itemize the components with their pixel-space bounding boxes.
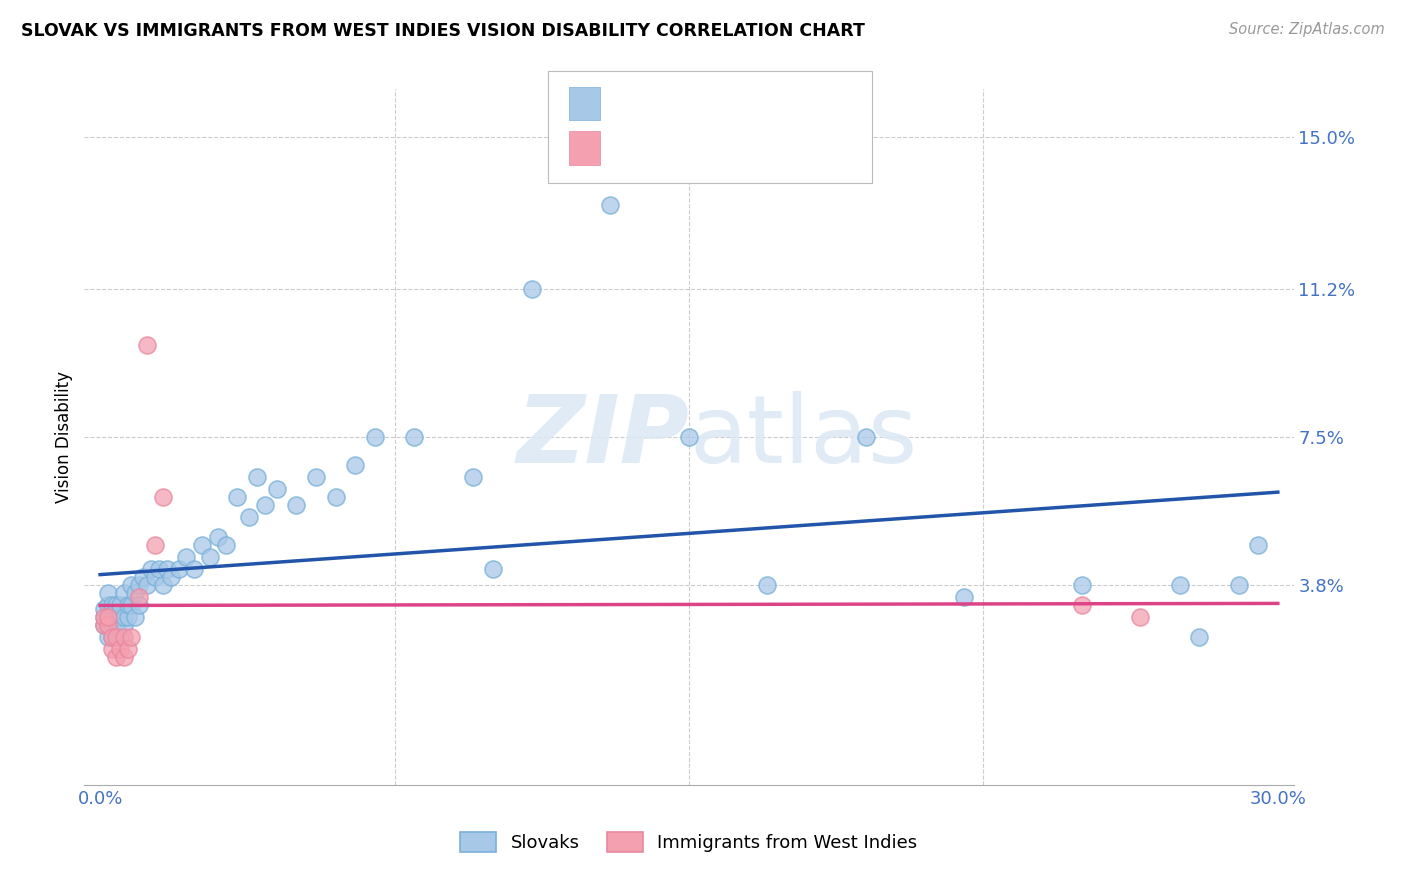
Point (101, 618, 124, 632)
Point (121, 598, 143, 612)
Point (143, 538, 166, 552)
Point (678, 430, 700, 444)
Point (136, 578, 159, 592)
Point (344, 458, 367, 472)
Point (117, 642, 139, 657)
Point (112, 610, 135, 624)
Point (1070, 578, 1092, 592)
Point (93, 618, 115, 632)
Point (128, 590, 150, 604)
Point (108, 642, 131, 657)
Point (520, 282, 543, 296)
Point (101, 610, 124, 624)
Point (93, 610, 115, 624)
Point (101, 642, 124, 657)
Point (305, 470, 328, 484)
Text: atlas: atlas (689, 391, 917, 483)
Point (97, 618, 120, 632)
Point (108, 610, 131, 624)
Point (121, 578, 143, 592)
Point (148, 562, 170, 576)
Point (104, 618, 127, 632)
Point (139, 562, 162, 576)
Point (128, 578, 150, 592)
Point (1227, 578, 1250, 592)
Point (191, 538, 214, 552)
Point (93, 610, 115, 624)
Point (1188, 630, 1211, 644)
Point (108, 598, 131, 612)
Point (152, 578, 174, 592)
Point (756, 578, 779, 592)
Point (136, 338, 159, 352)
Text: R =  0.238    N =  68: R = 0.238 N = 68 (612, 95, 799, 113)
Point (285, 498, 308, 512)
Point (246, 470, 269, 484)
Point (952, 590, 974, 604)
Point (97, 586, 120, 600)
Point (112, 586, 135, 600)
Point (156, 562, 179, 576)
Point (325, 490, 347, 504)
Point (104, 630, 127, 644)
Point (599, 198, 621, 212)
Legend: Slovaks, Immigrants from West Indies: Slovaks, Immigrants from West Indies (460, 831, 918, 853)
Text: Source: ZipAtlas.com: Source: ZipAtlas.com (1229, 22, 1385, 37)
Point (1247, 538, 1270, 552)
Point (198, 549, 221, 564)
Text: ZIP: ZIP (516, 391, 689, 483)
Point (855, 430, 877, 444)
Point (364, 430, 387, 444)
Point (101, 630, 124, 644)
Point (104, 598, 127, 612)
Point (93, 602, 115, 616)
Point (124, 610, 146, 624)
Point (117, 598, 139, 612)
Point (112, 650, 135, 665)
Point (97, 598, 120, 612)
Text: R =  0.177    N =  19: R = 0.177 N = 19 (612, 140, 800, 158)
Point (404, 430, 426, 444)
Point (97, 630, 120, 644)
Point (97, 610, 120, 624)
Point (112, 618, 135, 632)
Point (101, 630, 124, 644)
Point (132, 570, 155, 584)
Point (97, 618, 120, 632)
Point (128, 598, 150, 612)
Point (121, 630, 143, 644)
Point (117, 610, 139, 624)
Point (207, 530, 229, 544)
Point (176, 549, 198, 564)
Text: SLOVAK VS IMMIGRANTS FROM WEST INDIES VISION DISABILITY CORRELATION CHART: SLOVAK VS IMMIGRANTS FROM WEST INDIES VI… (21, 22, 865, 40)
Point (159, 570, 181, 584)
Point (183, 562, 205, 576)
Point (167, 562, 190, 576)
Y-axis label: Vision Disability: Vision Disability (55, 371, 73, 503)
Point (1070, 598, 1092, 612)
Point (93, 618, 115, 632)
Point (124, 586, 146, 600)
Point (238, 510, 260, 524)
Point (266, 482, 288, 496)
Point (152, 490, 174, 504)
Point (461, 470, 484, 484)
Point (112, 630, 135, 644)
Point (108, 630, 131, 644)
Point (226, 490, 249, 504)
Point (253, 498, 276, 512)
Point (104, 610, 127, 624)
Point (215, 538, 238, 552)
Point (1129, 610, 1152, 624)
Point (481, 562, 503, 576)
Point (101, 598, 124, 612)
Point (104, 650, 127, 665)
Point (143, 570, 166, 584)
Point (1168, 578, 1191, 592)
Point (97, 610, 120, 624)
